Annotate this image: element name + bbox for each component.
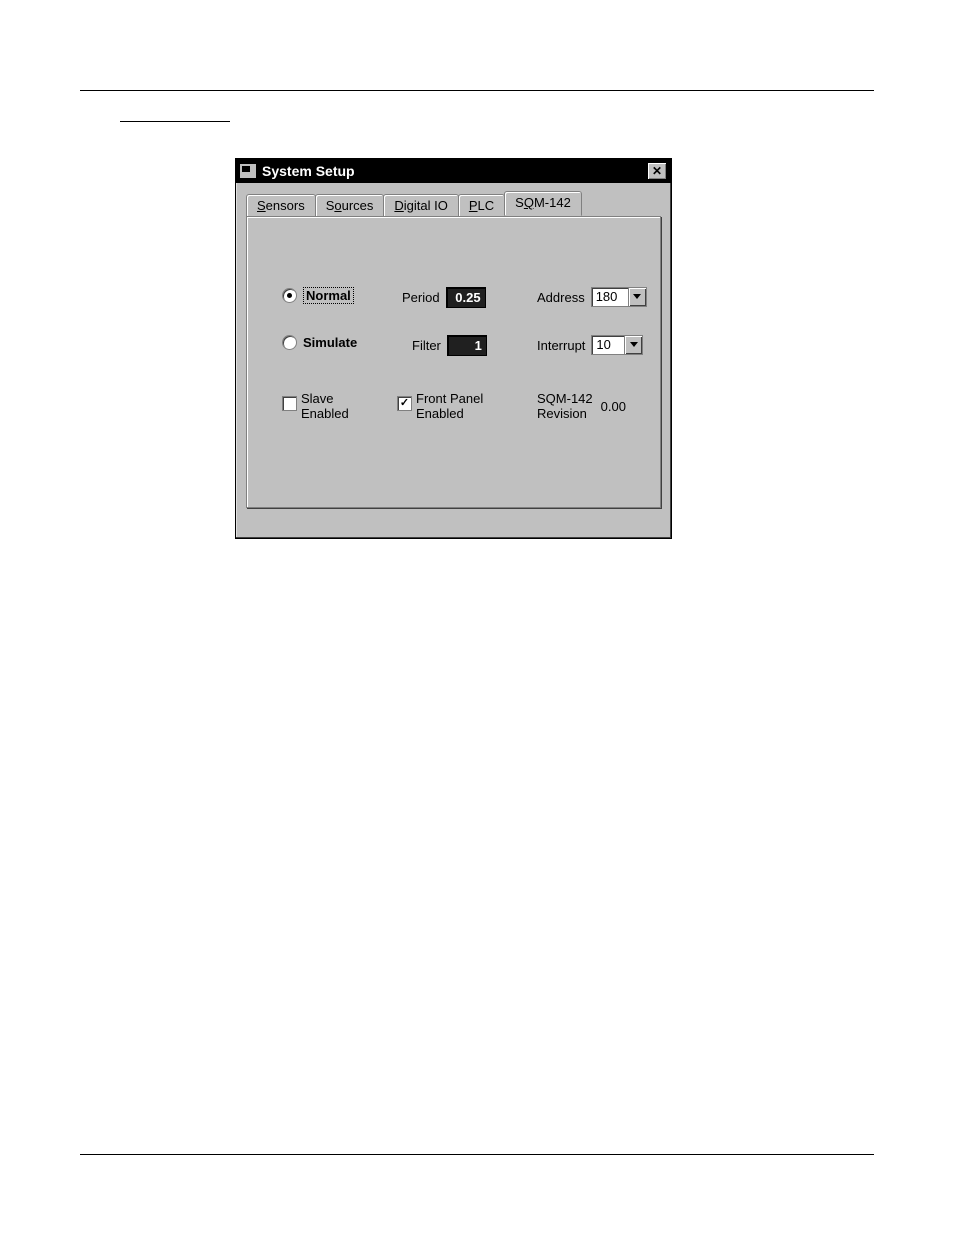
slave-enabled-checkbox[interactable]: Slave Enabled bbox=[282, 392, 349, 422]
filter-value[interactable]: 1 bbox=[447, 335, 487, 356]
interrupt-field: Interrupt 10 bbox=[537, 335, 643, 355]
revision-value: 0.00 bbox=[601, 399, 626, 414]
interrupt-dropdown-button[interactable] bbox=[625, 335, 643, 355]
front-panel-enabled-box[interactable]: ✓ bbox=[397, 396, 412, 411]
slave-enabled-label: Slave Enabled bbox=[301, 392, 349, 422]
close-button[interactable]: ✕ bbox=[647, 162, 667, 180]
top-rule bbox=[80, 90, 874, 91]
filter-label: Filter bbox=[412, 338, 441, 353]
slave-enabled-label-line2: Enabled bbox=[301, 407, 349, 422]
slave-enabled-label-line1: Slave bbox=[301, 392, 349, 407]
filter-field: Filter 1 bbox=[412, 335, 487, 356]
window-body: Sensors Sources Digital IO PLC SQM-142 N… bbox=[236, 183, 671, 538]
interrupt-value[interactable]: 10 bbox=[591, 335, 625, 355]
chevron-down-icon bbox=[633, 294, 641, 300]
app-icon bbox=[240, 164, 256, 178]
radio-normal[interactable]: Normal bbox=[282, 287, 354, 304]
address-value[interactable]: 180 bbox=[591, 287, 629, 307]
tabstrip: Sensors Sources Digital IO PLC SQM-142 bbox=[246, 191, 661, 216]
front-panel-enabled-label: Front Panel Enabled bbox=[416, 392, 483, 422]
radio-normal-indicator bbox=[282, 288, 297, 303]
tab-sources[interactable]: Sources bbox=[315, 194, 385, 217]
close-icon: ✕ bbox=[652, 164, 662, 178]
address-label: Address bbox=[537, 290, 585, 305]
bottom-rule bbox=[80, 1154, 874, 1155]
address-dropdown-button[interactable] bbox=[629, 287, 647, 307]
address-field: Address 180 bbox=[537, 287, 647, 307]
tab-sqm-142[interactable]: SQM-142 bbox=[504, 191, 582, 216]
tab-plc[interactable]: PLC bbox=[458, 194, 505, 217]
window-title: System Setup bbox=[262, 163, 641, 179]
revision-field: SQM-142 Revision 0.00 bbox=[537, 392, 626, 422]
address-combo[interactable]: 180 bbox=[591, 287, 647, 307]
tab-digital-io[interactable]: Digital IO bbox=[383, 194, 458, 217]
interrupt-combo[interactable]: 10 bbox=[591, 335, 643, 355]
panel-grid: Normal Period 0.25 Address 180 bbox=[247, 217, 660, 507]
revision-label-line2: Revision bbox=[537, 407, 593, 422]
system-setup-window: System Setup ✕ Sensors Sources Digital I… bbox=[235, 158, 672, 539]
revision-label: SQM-142 Revision bbox=[537, 392, 593, 422]
radio-simulate-label: Simulate bbox=[303, 335, 357, 350]
period-label: Period bbox=[402, 290, 440, 305]
period-field: Period 0.25 bbox=[402, 287, 486, 308]
front-panel-enabled-label-line1: Front Panel bbox=[416, 392, 483, 407]
chevron-down-icon bbox=[630, 342, 638, 348]
revision-label-line1: SQM-142 bbox=[537, 392, 593, 407]
tab-panel-sqm-142: Normal Period 0.25 Address 180 bbox=[246, 216, 661, 508]
radio-simulate-indicator bbox=[282, 335, 297, 350]
titlebar[interactable]: System Setup ✕ bbox=[236, 159, 671, 183]
front-panel-enabled-checkbox[interactable]: ✓ Front Panel Enabled bbox=[397, 392, 483, 422]
slave-enabled-box[interactable] bbox=[282, 396, 297, 411]
radio-simulate[interactable]: Simulate bbox=[282, 335, 357, 350]
section-underline bbox=[120, 121, 230, 122]
period-value[interactable]: 0.25 bbox=[446, 287, 486, 308]
page: System Setup ✕ Sensors Sources Digital I… bbox=[0, 0, 954, 1235]
radio-normal-label: Normal bbox=[303, 287, 354, 304]
front-panel-enabled-label-line2: Enabled bbox=[416, 407, 483, 422]
tab-sensors[interactable]: Sensors bbox=[246, 194, 316, 217]
interrupt-label: Interrupt bbox=[537, 338, 585, 353]
